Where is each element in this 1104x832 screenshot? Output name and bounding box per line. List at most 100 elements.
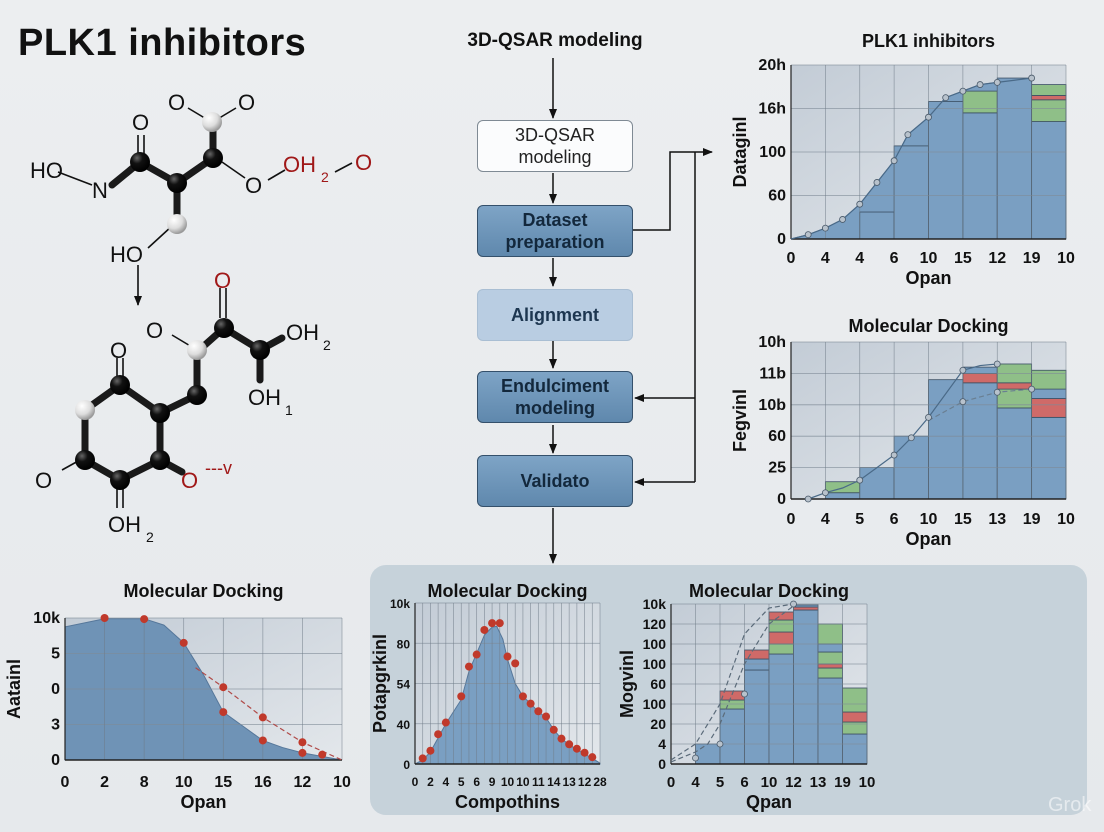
x-tick-label: 10 xyxy=(1057,511,1075,528)
y-tick-label: 25 xyxy=(768,460,786,477)
x-tick-label: 10 xyxy=(1057,250,1075,267)
step-alignment: Alignment xyxy=(477,289,633,341)
x-tick-label: 10 xyxy=(859,774,876,791)
data-point xyxy=(534,707,543,716)
y-tick-label: 3 xyxy=(51,717,60,734)
step-3d-qsar-modeling: 3D-QSAR modeling xyxy=(477,120,633,172)
y-axis-label: Mogvinl xyxy=(617,650,637,718)
data-point xyxy=(1028,385,1036,393)
data-point xyxy=(925,113,932,121)
y-tick-label: 54 xyxy=(397,678,411,692)
y-tick-label: 0 xyxy=(51,681,60,698)
hydrogen-atom xyxy=(167,214,187,234)
bar-segment-blue xyxy=(719,708,745,765)
carbon-atom xyxy=(75,450,95,470)
flowchart-title: 3D-QSAR modeling xyxy=(467,30,643,51)
bar-segment-blue xyxy=(962,366,998,374)
data-point xyxy=(140,615,149,624)
data-point xyxy=(804,231,812,239)
data-point xyxy=(821,224,829,232)
data-point xyxy=(580,748,589,757)
x-tick-label: 10 xyxy=(920,250,938,267)
x-tick-label: 14 xyxy=(547,775,561,789)
hydrogen-bond-label: ---v xyxy=(205,458,232,478)
y-tick-label: 100 xyxy=(643,696,667,712)
y-tick-label: 5 xyxy=(51,646,60,663)
atom-label: O xyxy=(355,150,372,175)
series-line-dashed xyxy=(670,605,794,763)
bar-segment-green xyxy=(962,90,998,114)
x-tick-label: 13 xyxy=(988,511,1006,528)
carbon-atom xyxy=(110,470,130,490)
data-point xyxy=(890,157,898,165)
x-tick-label: 19 xyxy=(834,774,851,791)
x-tick-label: 0 xyxy=(787,250,796,267)
feedback-arrow xyxy=(633,148,713,231)
step-dataset-preparation: Dataset preparation xyxy=(477,205,633,257)
y-tick-label: 80 xyxy=(397,637,411,651)
step-label: Dataset preparation xyxy=(505,210,605,252)
bar-segment-blue xyxy=(768,653,794,765)
x-tick-label: 4 xyxy=(821,511,830,528)
atom-label: HO xyxy=(30,158,63,183)
bar-segment-blue xyxy=(793,604,819,608)
bar-segment-red xyxy=(962,372,998,384)
y-tick-label: 0 xyxy=(658,756,666,772)
bar-segment-blue xyxy=(817,643,843,653)
data-point xyxy=(219,708,228,717)
bar-segment-green xyxy=(817,667,843,679)
bar-segment-green xyxy=(817,651,843,665)
chart-3: 0 2 8 10 15 16 12 10 0 3 0 5 10k Molecular Docking Opa… xyxy=(4,581,351,812)
carbon-atom xyxy=(214,318,234,338)
chart-title: Molecular Docking xyxy=(427,581,587,601)
data-point xyxy=(298,738,307,747)
x-tick-label: 13 xyxy=(810,774,827,791)
data-point xyxy=(418,754,427,763)
x-tick-label: 4 xyxy=(442,775,449,789)
y-tick-label: 100 xyxy=(759,144,786,161)
data-point xyxy=(464,662,473,671)
x-tick-label: 5 xyxy=(716,774,724,791)
carbon-atom xyxy=(203,148,223,168)
hydrogen-atom xyxy=(187,340,207,360)
x-tick-label: 4 xyxy=(821,250,830,267)
x-tick-label: 10 xyxy=(761,774,778,791)
x-tick-label: 4 xyxy=(855,250,864,267)
x-tick-label: 15 xyxy=(954,511,972,528)
data-point xyxy=(179,638,188,647)
step-label: Alignment xyxy=(511,305,599,325)
data-point xyxy=(890,451,898,459)
atom-label: O xyxy=(35,468,52,493)
y-axis-label: Dataginl xyxy=(730,116,750,187)
x-tick-label: 12 xyxy=(785,774,802,791)
bar-segment-red xyxy=(842,711,868,723)
atom-label-subscript: 1 xyxy=(285,402,293,418)
bar-segment-blue xyxy=(893,145,929,240)
data-point xyxy=(959,366,967,374)
data-point xyxy=(318,750,327,759)
main-title: PLK1 inhibitors xyxy=(18,22,307,64)
bar-segment-blue xyxy=(1031,388,1067,399)
x-tick-label: 8 xyxy=(140,774,149,791)
y-tick-label: 10k xyxy=(33,610,60,627)
y-tick-label: 40 xyxy=(397,718,411,732)
x-tick-label: 6 xyxy=(890,511,899,528)
series-line-dashed xyxy=(928,388,1032,422)
bar-segment-blue xyxy=(824,492,861,500)
data-point xyxy=(472,650,481,659)
atom-label: O xyxy=(110,338,127,363)
bar-segment-red xyxy=(996,382,1033,390)
data-point xyxy=(821,489,829,497)
step-label: Validato xyxy=(520,471,590,491)
carbon-atom xyxy=(250,340,270,360)
x-tick-label: 19 xyxy=(1023,250,1041,267)
bar-segment-red xyxy=(1031,398,1067,418)
chart-5: 0 4 5 6 10 12 13 19 1004201006010010012010kMolec… xyxy=(617,581,875,812)
y-tick-label: 16h xyxy=(758,101,786,118)
data-point xyxy=(258,736,267,745)
bar-segment-blue xyxy=(1031,121,1067,240)
y-tick-label: 10h xyxy=(758,334,786,351)
y-tick-label: 60 xyxy=(768,428,786,445)
x-tick-label: 15 xyxy=(954,250,972,267)
data-point xyxy=(959,87,967,95)
